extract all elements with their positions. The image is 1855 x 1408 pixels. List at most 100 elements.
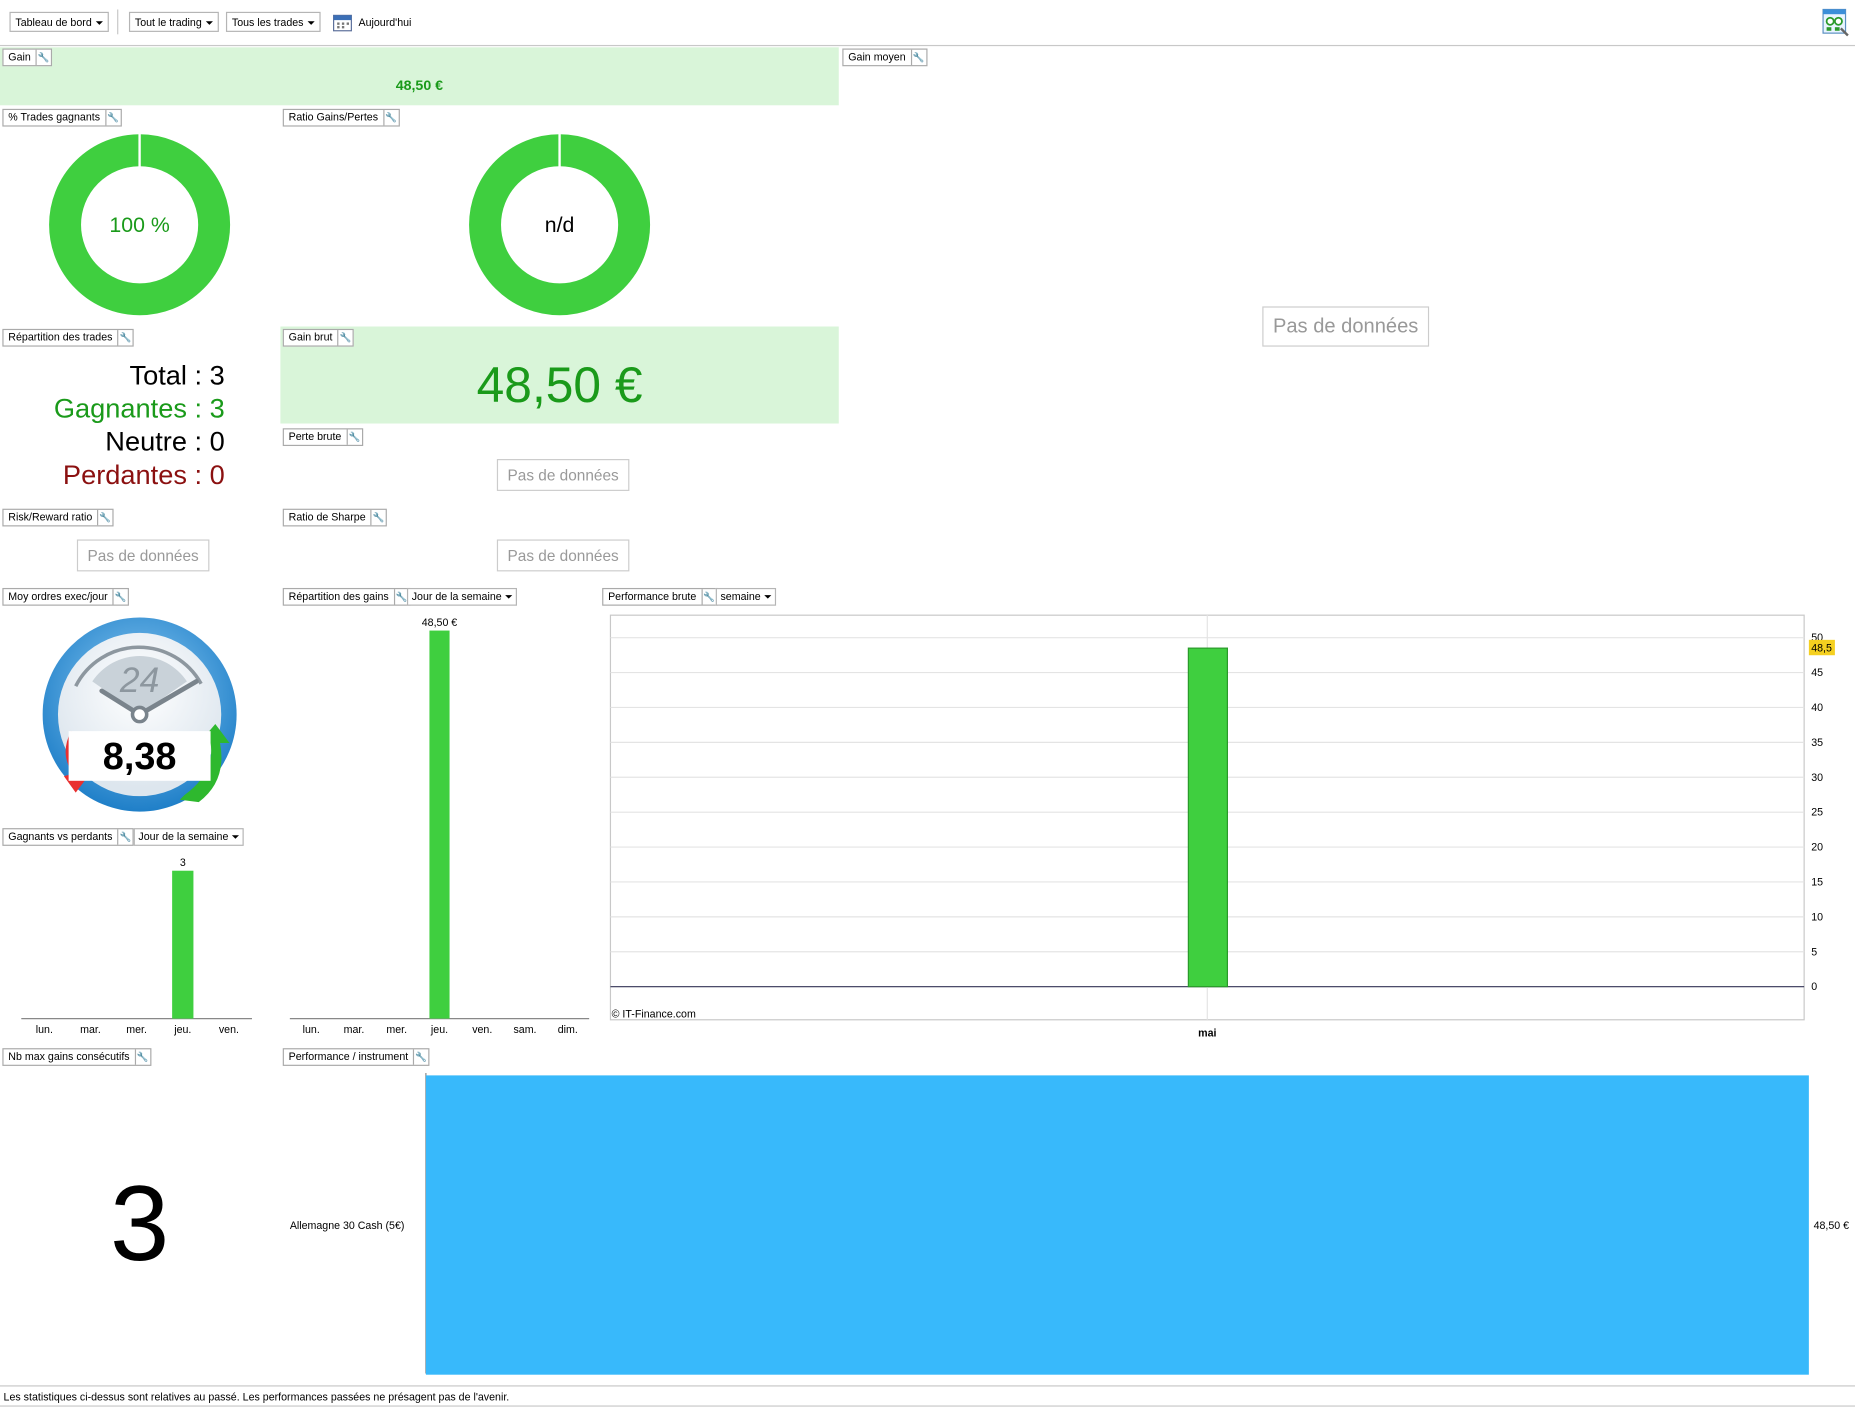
settings-icon[interactable]	[1822, 7, 1850, 38]
clock-gauge-icon: 24	[42, 617, 237, 812]
wrench-icon[interactable]: 🔧	[346, 429, 361, 445]
dashboard-dropdown-label: Tableau de bord	[15, 16, 92, 29]
wrench-icon[interactable]: 🔧	[382, 110, 398, 126]
gain-brut-label[interactable]: Gain brut 🔧	[282, 328, 354, 347]
winning-trades: Gagnantes : 3	[53, 392, 225, 424]
trades-dropdown[interactable]: Tous les trades	[225, 11, 321, 32]
wrench-icon[interactable]: 🔧	[337, 330, 352, 346]
gain-brut-title: Gain brut	[288, 331, 333, 344]
nb-max-gains-value: 3	[109, 1165, 170, 1284]
sharpe-nodata: Pas de données	[496, 539, 630, 572]
clock-number: 24	[119, 660, 159, 700]
period-label: Aujourd'hui	[358, 15, 412, 28]
ratio-value: n/d	[544, 212, 575, 237]
gain-label: Gain	[8, 50, 31, 63]
instrument-value-label: 48,50 €	[1814, 1220, 1850, 1232]
nb-max-gains-title: Nb max gains consécutifs	[8, 1050, 130, 1063]
bar-jeu[interactable]	[172, 870, 194, 1019]
y-tick-label: 10	[1811, 911, 1823, 923]
chevron-down-icon	[307, 21, 315, 25]
nb-max-gains-label[interactable]: Nb max gains consécutifs 🔧	[2, 1048, 151, 1066]
trading-dropdown-label: Tout le trading	[134, 16, 202, 29]
pct-gagnants-value: 100 %	[109, 212, 170, 237]
wrench-icon[interactable]: 🔧	[412, 1049, 428, 1065]
wrench-icon[interactable]: 🔧	[701, 589, 716, 605]
x-tick-label: lun.	[36, 1024, 53, 1036]
bar-mai[interactable]	[1187, 647, 1228, 988]
gain-widget	[0, 47, 839, 106]
gain-moyen-label[interactable]: Gain moyen 🔧	[842, 48, 927, 67]
wrench-icon[interactable]: 🔧	[910, 49, 925, 66]
y-tick-label: 15	[1811, 877, 1823, 889]
gain-widget-label[interactable]: Gain 🔧	[2, 48, 53, 67]
x-tick-label: mer.	[126, 1024, 147, 1036]
wrench-icon[interactable]: 🔧	[104, 110, 120, 126]
x-tick-label: sam.	[514, 1024, 537, 1036]
pct-gagnants-title: % Trades gagnants	[8, 111, 101, 124]
chevron-down-icon	[205, 21, 213, 25]
wrench-icon[interactable]: 🔧	[112, 589, 127, 605]
gvp-dropdown[interactable]: Jour de la semaine	[133, 828, 244, 846]
ratio-title: Ratio Gains/Pertes	[288, 111, 379, 124]
gain-value: 48,50 €	[395, 76, 444, 94]
total-trades: Total : 3	[129, 359, 225, 391]
bar-jeu[interactable]	[429, 630, 450, 1019]
wrench-icon[interactable]: 🔧	[97, 509, 112, 526]
trading-dropdown[interactable]: Tout le trading	[128, 11, 219, 32]
y-tick-label: 5	[1811, 946, 1817, 958]
pct-gagnants-label[interactable]: % Trades gagnants 🔧	[2, 108, 122, 127]
wrench-icon[interactable]: 🔧	[117, 330, 132, 346]
perf-instrument-title: Performance / instrument	[288, 1050, 409, 1063]
x-tick-label: ven.	[472, 1024, 492, 1036]
perte-brute-title: Perte brute	[288, 430, 342, 443]
y-tick-label: 45	[1811, 667, 1823, 679]
perf-instrument-label[interactable]: Performance / instrument 🔧	[282, 1048, 430, 1066]
gain-moyen-nodata: Pas de données	[1262, 306, 1429, 347]
x-tick-label: mai	[1198, 1027, 1216, 1039]
performance-instrument-chart: Allemagne 30 Cash (5€) 48,50 €	[290, 1073, 1850, 1375]
ratio-gains-pertes-label[interactable]: Ratio Gains/Pertes 🔧	[282, 108, 400, 127]
y-tick-label: 50	[1811, 632, 1823, 644]
wrench-icon[interactable]: 🔧	[370, 509, 385, 526]
perte-brute-label[interactable]: Perte brute 🔧	[282, 428, 363, 447]
gagnants-vs-perdants-label[interactable]: Gagnants vs perdants 🔧	[2, 828, 134, 846]
risk-reward-nodata: Pas de données	[76, 539, 210, 572]
wrench-icon[interactable]: 🔧	[134, 1049, 149, 1065]
x-tick-label: ven.	[219, 1024, 239, 1036]
gvp-dropdown-label: Jour de la semaine	[138, 830, 229, 843]
repartition-trades-label[interactable]: Répartition des trades 🔧	[2, 328, 134, 347]
perf-brute-dropdown-label: semaine	[720, 590, 761, 603]
repartition-gains-dropdown[interactable]: Jour de la semaine	[406, 587, 518, 606]
moy-ordres-label[interactable]: Moy ordres exec/jour 🔧	[2, 587, 130, 606]
perf-brute-label[interactable]: Performance brute 🔧	[602, 587, 718, 606]
trades-dropdown-label: Tous les trades	[231, 16, 304, 29]
gain-brut-value: 48,50 €	[476, 357, 643, 413]
toolbar-bottom-border	[0, 44, 1855, 47]
moy-ordres-value: 8,38	[68, 731, 211, 781]
instrument-bar[interactable]	[425, 1075, 1809, 1375]
period-selector[interactable]: Aujourd'hui	[332, 12, 411, 32]
x-tick-label: mer.	[386, 1024, 407, 1036]
gain-brut-widget	[280, 326, 839, 424]
repartition-gains-label[interactable]: Répartition des gains 🔧	[282, 587, 410, 606]
wrench-icon[interactable]: 🔧	[393, 589, 408, 605]
repartition-gains-chart: lun. mar. mer. 48,50 € jeu. ven. sam. dim.	[289, 617, 590, 1036]
y-tick-label: 0	[1811, 981, 1817, 993]
y-tick-label: 35	[1811, 737, 1823, 749]
last-value-badge	[1808, 639, 1835, 656]
chevron-down-icon	[764, 595, 772, 599]
toolbar-divider	[117, 9, 119, 35]
calendar-icon	[333, 14, 352, 31]
dashboard-dropdown[interactable]: Tableau de bord	[9, 11, 109, 32]
footer-border	[0, 1385, 1855, 1387]
sharpe-label[interactable]: Ratio de Sharpe 🔧	[282, 508, 387, 527]
risk-reward-label[interactable]: Risk/Reward ratio 🔧	[2, 508, 114, 527]
last-value-label: 48,5	[1811, 643, 1832, 655]
wrench-icon[interactable]: 🔧	[117, 829, 132, 845]
wrench-icon[interactable]: 🔧	[35, 49, 51, 66]
repartition-gains-dropdown-label: Jour de la semaine	[411, 590, 502, 603]
perf-brute-dropdown[interactable]: semaine	[715, 587, 777, 606]
sharpe-title: Ratio de Sharpe	[288, 511, 366, 523]
chevron-down-icon	[505, 595, 513, 599]
